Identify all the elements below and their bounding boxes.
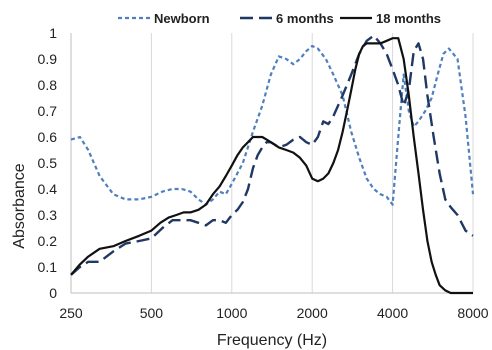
y-tick-label: 0.2 (38, 233, 58, 249)
y-axis-title: Absorbance (11, 163, 28, 248)
legend-item-6-months: 6 months (240, 11, 334, 26)
legend-label: Newborn (154, 11, 210, 26)
x-tick-label: 4000 (377, 305, 408, 321)
y-tick-label: 0.3 (38, 207, 58, 223)
series-line-6-months (70, 34, 474, 276)
legend-label: 18 months (376, 11, 441, 26)
y-tick-label: 0.6 (38, 129, 58, 145)
y-tick-label: 0.5 (38, 155, 58, 171)
x-tick-label: 1000 (216, 305, 247, 321)
y-tick-label: 1 (49, 25, 57, 41)
y-tick-label: 0.1 (38, 259, 58, 275)
legend: Newborn 6 months 18 months (118, 11, 441, 26)
y-tick-label: 0.8 (38, 77, 58, 93)
legend-item-newborn: Newborn (118, 11, 210, 26)
x-tick-label: 8000 (457, 305, 488, 321)
series-lines (70, 34, 475, 295)
series-line-newborn (70, 44, 475, 206)
x-tick-label: 2000 (297, 305, 328, 321)
x-axis-title: Frequency (Hz) (217, 332, 327, 349)
y-tick-label: 0.4 (38, 181, 58, 197)
vertical-gridlines (70, 33, 474, 293)
x-tick-label: 500 (140, 305, 164, 321)
y-tick-label: 0 (49, 285, 57, 301)
series-line-18-months (70, 37, 473, 295)
y-tick-label: 0.7 (38, 103, 58, 119)
x-tick-label: 250 (59, 305, 83, 321)
legend-label: 6 months (276, 11, 334, 26)
tick-labels: 250 500 1000 2000 4000 8000 0 0.1 0.2 0.3 0.4 0.5 0.… (38, 25, 489, 321)
axes (70, 33, 473, 294)
y-tick-label: 0.9 (38, 51, 58, 67)
legend-item-18-months: 18 months (340, 11, 441, 26)
